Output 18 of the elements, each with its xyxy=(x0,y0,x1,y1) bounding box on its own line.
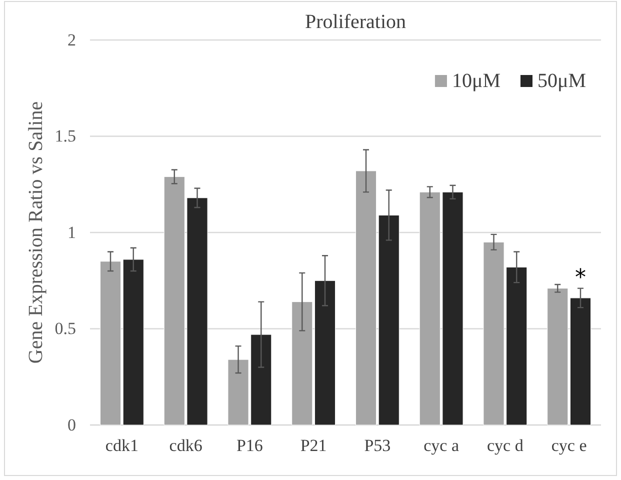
y-tick-label: 0.5 xyxy=(54,319,76,338)
x-tick-label: cyc a xyxy=(424,436,460,456)
x-tick-label: P21 xyxy=(300,436,327,456)
x-tick-label: cdk1 xyxy=(105,436,138,456)
y-tick-label: 2 xyxy=(68,30,76,50)
x-tick-label: P16 xyxy=(236,436,263,456)
x-tick-label: cdk6 xyxy=(169,436,202,456)
x-tick-label: cyc d xyxy=(487,436,524,456)
y-tick-label: 0 xyxy=(68,415,76,434)
y-axis-title: Gene Expression Ratio vs Saline xyxy=(25,101,47,364)
legend-label: 50μM xyxy=(537,70,586,92)
x-tick-label: P53 xyxy=(364,436,391,456)
x-tick-label: cyc e xyxy=(551,436,587,456)
chart-title: Proliferation xyxy=(304,11,406,33)
legend-label: 10μM xyxy=(452,70,501,92)
y-tick-label: 1.5 xyxy=(54,126,76,146)
y-tick-label: 1 xyxy=(68,222,76,242)
annotation: * xyxy=(574,265,586,290)
